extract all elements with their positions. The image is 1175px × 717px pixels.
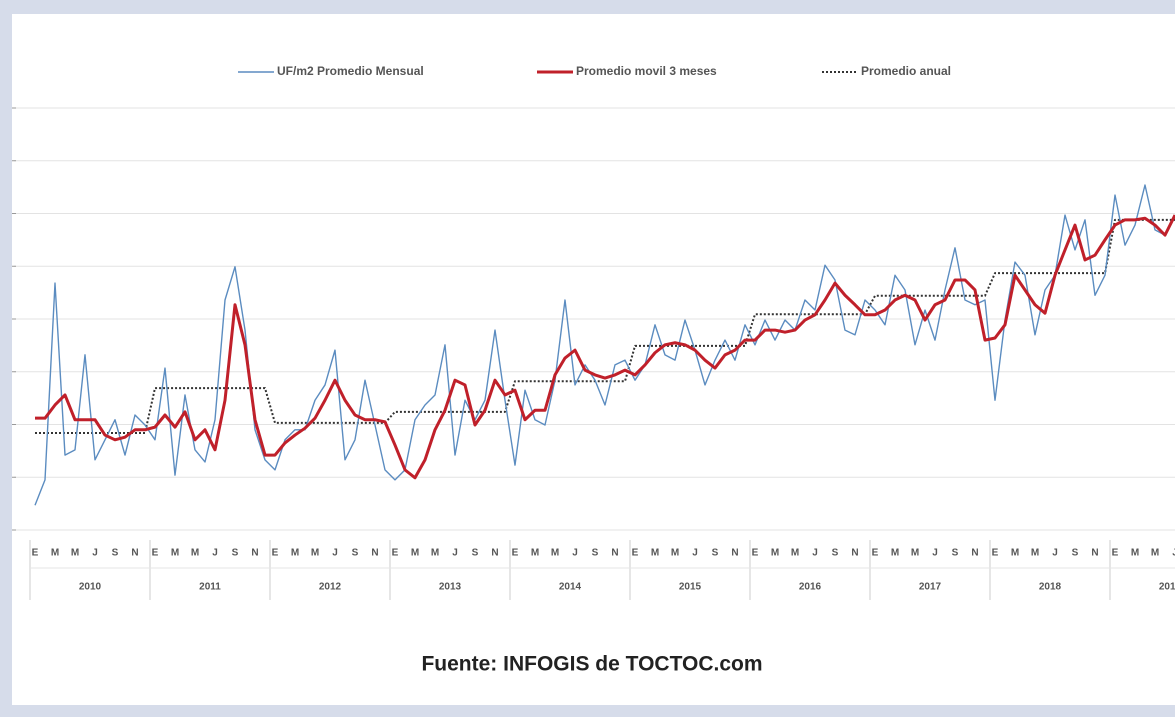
year-label: 2015 — [679, 582, 702, 593]
x-tick-label: M — [1011, 548, 1019, 559]
legend-label: Promedio anual — [861, 64, 951, 78]
x-tick-label: M — [191, 548, 199, 559]
x-tick-label: N — [491, 548, 498, 559]
frame — [12, 14, 1175, 705]
year-label: 2013 — [439, 582, 462, 593]
year-label: 2011 — [199, 582, 221, 593]
x-tick-label: E — [632, 548, 639, 559]
x-tick-label: M — [651, 548, 659, 559]
series-line — [34, 184, 1175, 506]
x-tick-label: J — [572, 548, 578, 559]
series-line — [35, 214, 1175, 480]
x-tick-label: N — [971, 548, 978, 559]
x-tick-label: M — [531, 548, 539, 559]
x-tick-label: J — [452, 548, 458, 559]
x-tick-label: N — [131, 548, 138, 559]
year-label: 2017 — [919, 582, 942, 593]
x-tick-label: E — [152, 548, 159, 559]
x-tick-label: J — [332, 548, 338, 559]
legend-label: UF/m2 Promedio Mensual — [277, 64, 424, 78]
x-tick-label: S — [592, 548, 599, 559]
x-tick-label: M — [431, 548, 439, 559]
x-tick-label: S — [1072, 548, 1079, 559]
x-tick-label: S — [112, 548, 119, 559]
x-tick-label: J — [1052, 548, 1058, 559]
x-tick-label: N — [1091, 548, 1098, 559]
x-tick-label: E — [1112, 548, 1119, 559]
x-tick-label: M — [911, 548, 919, 559]
x-tick-label: E — [512, 548, 519, 559]
x-tick-label: N — [611, 548, 618, 559]
year-label: 2010 — [79, 582, 102, 593]
x-tick-label: E — [272, 548, 279, 559]
x-tick-label: N — [371, 548, 378, 559]
x-tick-label: M — [1031, 548, 1039, 559]
x-tick-label: S — [472, 548, 479, 559]
x-tick-label: J — [92, 548, 98, 559]
x-tick-label: E — [992, 548, 999, 559]
x-tick-label: E — [32, 548, 39, 559]
x-tick-label: N — [251, 548, 258, 559]
x-tick-label: N — [851, 548, 858, 559]
x-tick-label: J — [812, 548, 818, 559]
x-tick-label: S — [952, 548, 959, 559]
x-tick-label: M — [551, 548, 559, 559]
x-tick-label: M — [411, 548, 419, 559]
x-tick-label: M — [311, 548, 319, 559]
x-tick-label: J — [1172, 548, 1175, 559]
year-label: 2012 — [319, 582, 342, 593]
x-tick-label: S — [232, 548, 239, 559]
x-tick-label: M — [891, 548, 899, 559]
x-tick-label: M — [291, 548, 299, 559]
x-tick-label: M — [1151, 548, 1159, 559]
x-tick-label: S — [832, 548, 839, 559]
year-label: 2016 — [799, 582, 822, 593]
legend-label: Promedio movil 3 meses — [576, 64, 717, 78]
x-tick-label: M — [51, 548, 59, 559]
x-tick-label: E — [752, 548, 759, 559]
x-tick-label: M — [171, 548, 179, 559]
x-tick-label: S — [352, 548, 359, 559]
x-tick-label: M — [791, 548, 799, 559]
year-label: 2019 — [1159, 582, 1175, 593]
x-tick-label: E — [392, 548, 399, 559]
x-tick-label: J — [692, 548, 698, 559]
x-tick-label: E — [872, 548, 879, 559]
x-tick-label: S — [712, 548, 719, 559]
x-tick-label: M — [671, 548, 679, 559]
year-label: 2014 — [559, 582, 582, 593]
x-tick-label: M — [71, 548, 79, 559]
source: Fuente: INFOGIS de TOCTOC.com — [421, 653, 762, 676]
x-tick-label: M — [771, 548, 779, 559]
year-label: 2018 — [1039, 582, 1062, 593]
x-tick-label: J — [932, 548, 938, 559]
x-tick-label: N — [731, 548, 738, 559]
x-tick-label: J — [212, 548, 218, 559]
x-tick-label: M — [1131, 548, 1139, 559]
